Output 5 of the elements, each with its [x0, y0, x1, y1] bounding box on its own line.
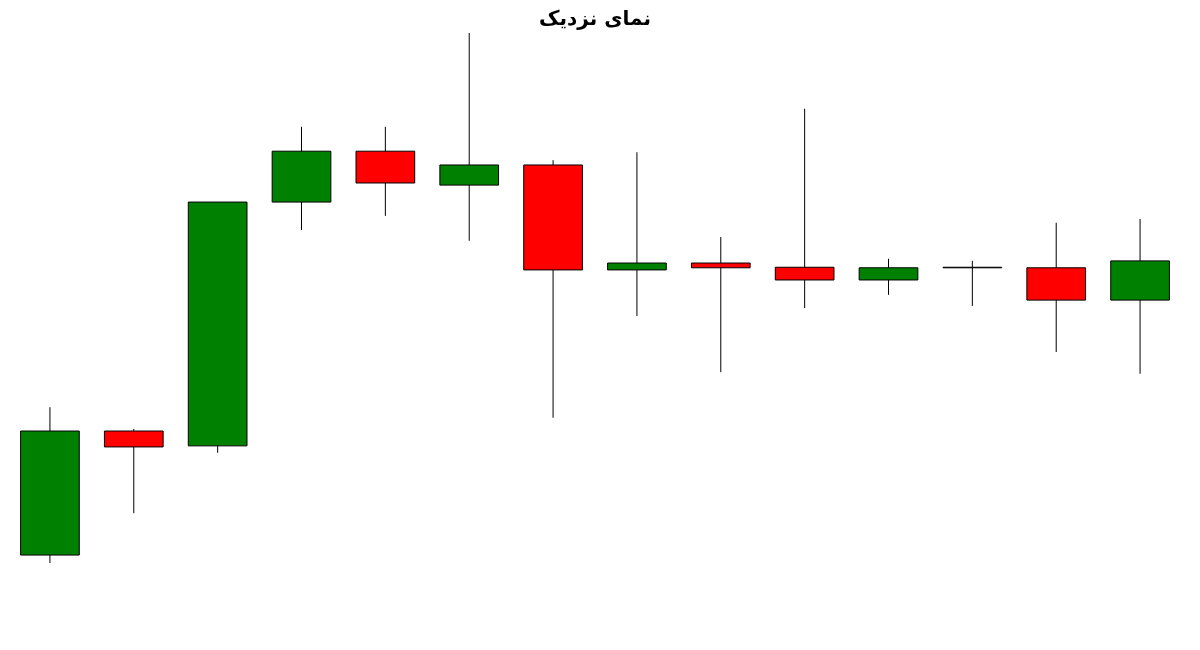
- candlestick: [690, 236, 751, 373]
- chart-title: نمای نزدیک: [539, 5, 651, 30]
- candlestick: [607, 151, 667, 317]
- candlestick: [439, 32, 500, 242]
- candlestick: [774, 108, 835, 309]
